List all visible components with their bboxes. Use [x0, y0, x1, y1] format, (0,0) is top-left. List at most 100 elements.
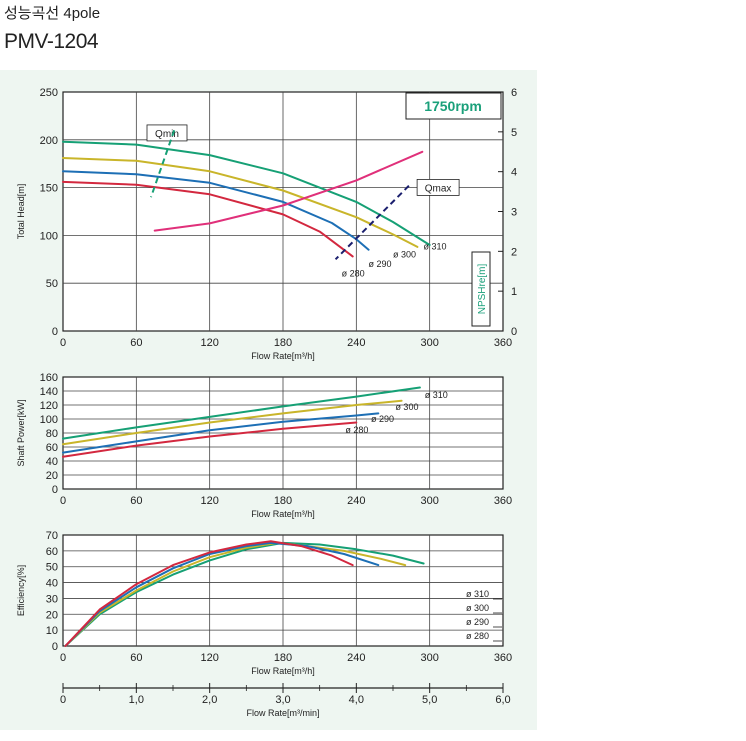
qmin-line	[150, 129, 176, 198]
series-line-npshre	[153, 150, 424, 232]
x-tick-label: 360	[494, 495, 512, 507]
secondary-x-tick-label: 1,0	[129, 694, 144, 706]
y-tick-label: 200	[40, 135, 58, 147]
y-axis-label: Efficiency[%]	[16, 565, 26, 616]
y-tick-label: 60	[46, 442, 58, 454]
speed-label: 1750rpm	[424, 98, 482, 114]
secondary-x-tick-label: 0	[60, 694, 66, 706]
y-tick-label: 50	[46, 278, 58, 290]
x-tick-label: 0	[60, 495, 66, 507]
x-tick-label: 60	[130, 652, 142, 664]
y-tick-label: 0	[52, 484, 58, 496]
y-tick-label: 20	[46, 470, 58, 482]
series-line-280	[62, 421, 358, 458]
speed-box	[405, 92, 502, 120]
y2-tick-label: 4	[511, 167, 517, 179]
series-line-300	[62, 157, 419, 248]
series-line-280	[62, 180, 354, 258]
curve-label: ø 310	[425, 390, 448, 400]
x-tick-label: 60	[130, 495, 142, 507]
x-tick-label: 60	[130, 337, 142, 349]
x-tick-label: 300	[420, 652, 438, 664]
series-line-300	[64, 541, 407, 647]
y2-tick-label: 0	[511, 326, 517, 338]
y-tick-label: 10	[46, 625, 58, 637]
curve-label: ø 310	[424, 242, 447, 252]
y2-tick-label: 2	[511, 246, 517, 258]
y2-tick-label: 3	[511, 207, 517, 219]
secondary-x-tick-label: 4,0	[349, 694, 364, 706]
series-line-300	[62, 399, 403, 446]
x-tick-label: 300	[420, 337, 438, 349]
curve-label: ø 300	[393, 249, 416, 259]
secondary-x-tick-label: 2,0	[202, 694, 217, 706]
y-tick-label: 120	[40, 400, 58, 412]
y-tick-label: 100	[40, 414, 58, 426]
series-line-310	[62, 386, 421, 440]
x-tick-label: 0	[60, 337, 66, 349]
model-title: PMV-1204	[4, 30, 99, 53]
x-tick-label: 180	[274, 337, 292, 349]
x-tick-label: 300	[420, 495, 438, 507]
y-tick-label: 60	[46, 546, 58, 558]
secondary-x-tick-label: 6,0	[495, 694, 510, 706]
limit-label: Qmin	[155, 129, 179, 140]
y-tick-label: 50	[46, 562, 58, 574]
y2-tick-label: 6	[511, 87, 517, 99]
x-tick-label: 120	[200, 337, 218, 349]
legend-label: ø 290	[466, 617, 489, 627]
curve-label: ø 280	[342, 269, 365, 279]
x-tick-label: 180	[274, 652, 292, 664]
y-tick-label: 40	[46, 456, 58, 468]
x-axis-label: Flow Rate[m³/h]	[251, 666, 315, 676]
y2-tick-label: 5	[511, 127, 517, 139]
y-tick-label: 70	[46, 530, 58, 542]
y-tick-label: 0	[52, 641, 58, 653]
limit-label-box	[146, 124, 188, 142]
x-axis-label: Flow Rate[m³/h]	[251, 509, 315, 519]
series-line-290	[64, 541, 380, 647]
series-line-310	[62, 140, 431, 246]
secondary-x-axis-label: Flow Rate[m³/min]	[246, 708, 319, 718]
series-line-280	[64, 540, 354, 647]
limit-label-box	[416, 179, 460, 196]
y-tick-label: 20	[46, 609, 58, 621]
qmax-line	[334, 184, 410, 261]
curve-label: ø 280	[345, 425, 368, 435]
y2-axis-label: NPSHre[m]	[477, 263, 488, 314]
secondary-x-tick-label: 5,0	[422, 694, 437, 706]
y-axis-label: Shaft Power[kW]	[16, 399, 26, 466]
curve-label: ø 300	[395, 402, 418, 412]
npsh-label-box	[471, 251, 491, 327]
legend-label: ø 300	[466, 603, 489, 613]
y2-tick-label: 1	[511, 286, 517, 298]
y-tick-label: 100	[40, 230, 58, 242]
limit-label: Qmax	[425, 183, 452, 194]
x-tick-label: 240	[347, 495, 365, 507]
curve-label: ø 290	[369, 259, 392, 269]
x-tick-label: 360	[494, 337, 512, 349]
y-tick-label: 0	[52, 326, 58, 338]
curve-label: ø 290	[371, 414, 394, 424]
y-tick-label: 150	[40, 183, 58, 195]
legend-label: ø 310	[466, 589, 489, 599]
x-axis-label: Flow Rate[m³/h]	[251, 351, 315, 361]
legend-label: ø 280	[466, 631, 489, 641]
secondary-x-tick-label: 3,0	[275, 694, 290, 706]
x-tick-label: 0	[60, 652, 66, 664]
series-line-290	[62, 412, 380, 454]
x-tick-label: 120	[200, 495, 218, 507]
x-tick-label: 360	[494, 652, 512, 664]
y-tick-label: 30	[46, 593, 58, 605]
y-tick-label: 40	[46, 578, 58, 590]
y-tick-label: 160	[40, 372, 58, 384]
y-tick-label: 140	[40, 386, 58, 398]
series-line-310	[64, 541, 425, 647]
chart-category-title: 성능곡선 4pole	[4, 5, 101, 22]
x-tick-label: 240	[347, 337, 365, 349]
y-axis-label: Total Head[m]	[16, 184, 26, 240]
y-tick-label: 80	[46, 428, 58, 440]
x-tick-label: 180	[274, 495, 292, 507]
y-tick-label: 250	[40, 87, 58, 99]
